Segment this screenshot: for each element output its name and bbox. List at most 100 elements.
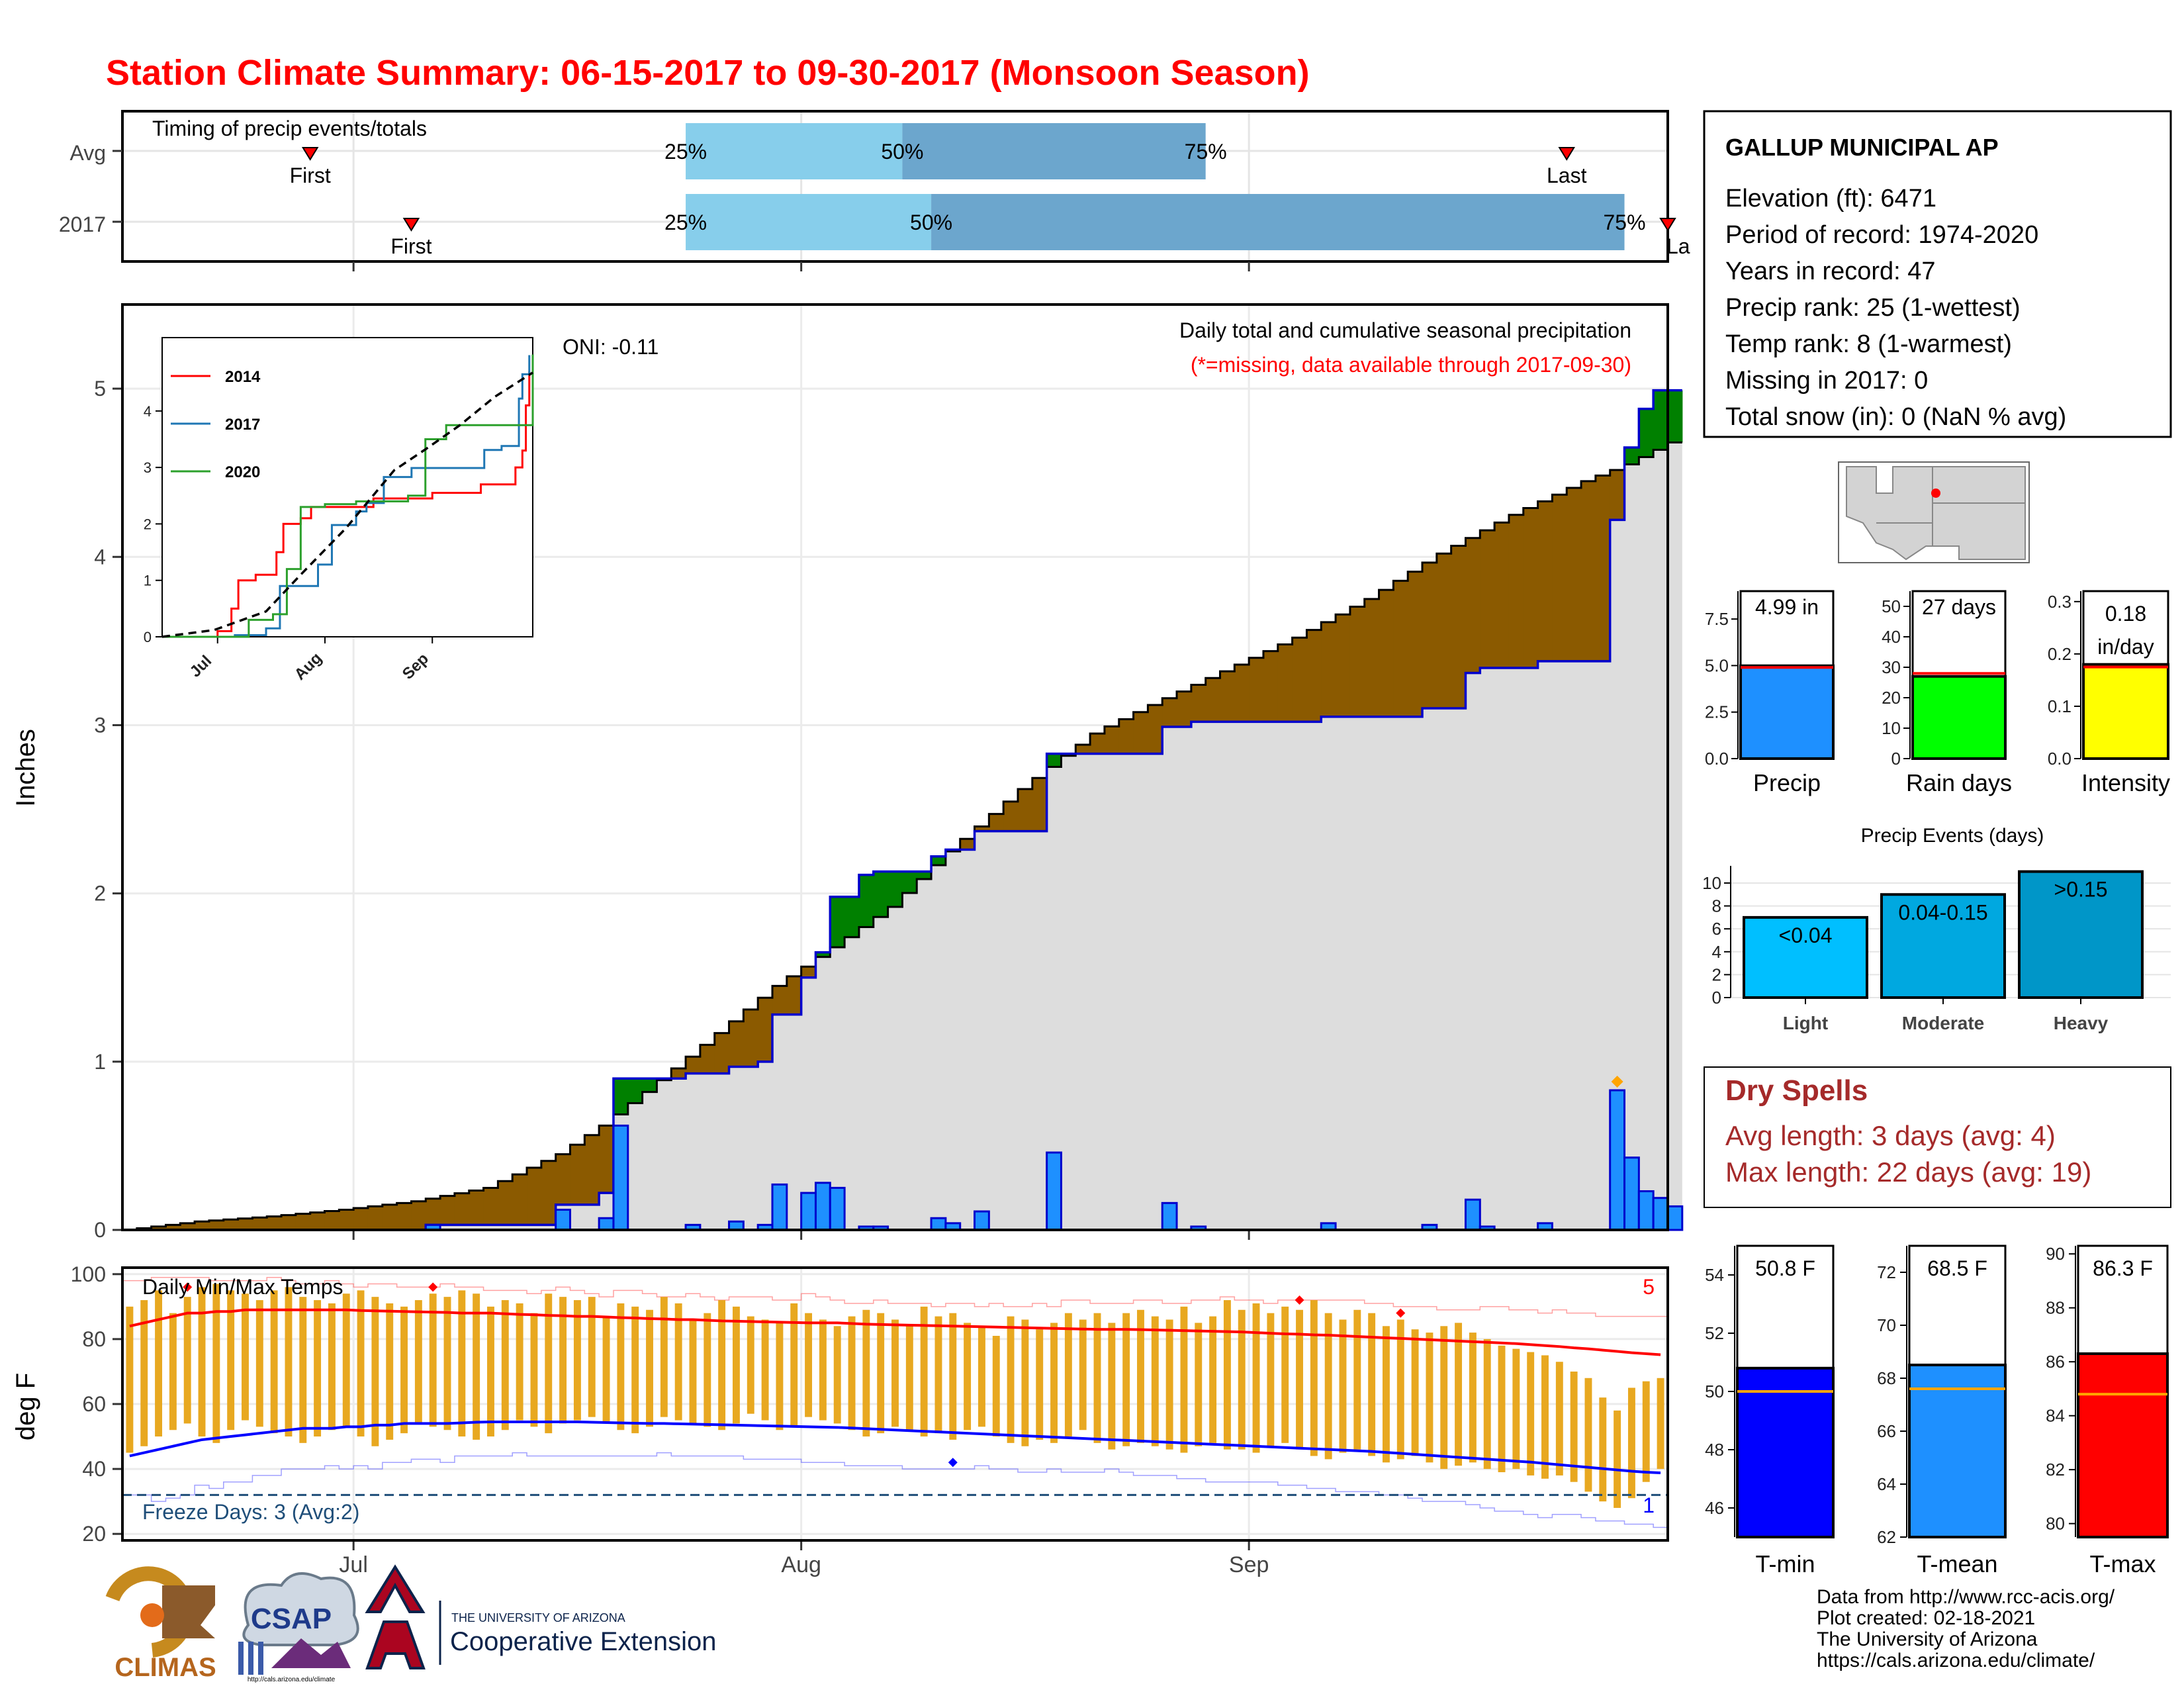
daily-temp-range-bar <box>1368 1313 1376 1456</box>
timing-title: Timing of precip events/totals <box>152 117 427 140</box>
deficit-area <box>714 1033 730 1074</box>
ua-logo: THE UNIVERSITY OF ARIZONA Cooperative Ex… <box>365 1564 716 1669</box>
daily-temp-range-bar <box>992 1336 1000 1437</box>
record-high-marker <box>183 1282 193 1292</box>
surplus-area <box>1653 390 1668 450</box>
deficit-area <box>382 1204 398 1230</box>
mini-ytick-label: 50 <box>1882 596 1901 616</box>
daily-temp-range-bar <box>833 1326 841 1424</box>
first-event-marker <box>402 218 420 232</box>
dry-spells-max: Max length: 22 days (avg: 19) <box>1725 1156 2091 1188</box>
deficit-area <box>396 1203 412 1230</box>
quartile-label-25: 25% <box>664 140 707 164</box>
quartile-bar-25-50 <box>686 123 903 179</box>
last-event-label: Last <box>1547 164 1587 187</box>
tbar-ytick-label: 86 <box>2046 1352 2065 1372</box>
surplus-area <box>844 896 860 937</box>
daily-temp-range-bar <box>588 1297 596 1417</box>
deficit-area <box>281 1215 296 1230</box>
deficit-area <box>989 814 1004 831</box>
events-ytick-label: 0 <box>1712 988 1721 1008</box>
tbar-ytick-label: 52 <box>1705 1323 1724 1343</box>
mini-value-text: 4.99 in <box>1755 595 1819 619</box>
daily-temp-range-bar <box>934 1316 942 1434</box>
tbar-ytick-label: 82 <box>2046 1460 2065 1479</box>
events-ytick-label: 6 <box>1712 919 1721 939</box>
deficit-area <box>1436 553 1452 709</box>
deficit-area <box>1508 514 1524 669</box>
first-event-marker <box>301 147 319 161</box>
last-event-marker <box>1659 218 1676 232</box>
daily-temp-range-bar <box>183 1297 191 1424</box>
daily-temp-range-bar <box>602 1316 610 1424</box>
deficit-area <box>1523 508 1539 669</box>
tbar-value-bar <box>1908 1364 2007 1538</box>
daily-temp-range-bar <box>1238 1309 1246 1450</box>
deficit-area <box>1263 651 1279 722</box>
daily-temp-range-bar <box>1584 1378 1592 1492</box>
daily-temp-range-bar <box>516 1303 523 1421</box>
avg-max-temp-line <box>129 1308 1661 1356</box>
daily-temp-range-bar <box>891 1319 899 1427</box>
mini-ytick-label: 7.5 <box>1705 609 1729 629</box>
daily-temp-range-bar <box>573 1300 581 1421</box>
deficit-area <box>772 986 788 1015</box>
temp-ytick-label: 40 <box>82 1457 106 1481</box>
daily-temp-range-bar <box>1599 1397 1607 1502</box>
tbar-value-bar <box>2077 1352 2169 1539</box>
precip-ytick-label: 1 <box>94 1050 106 1074</box>
locator-map <box>1838 461 2030 563</box>
deficit-area <box>165 1225 181 1230</box>
mini-value-bar <box>1739 664 1835 761</box>
inset-series-line <box>161 371 533 638</box>
daily-temp-range-bar <box>704 1313 711 1427</box>
daily-temp-range-bar <box>1108 1323 1116 1450</box>
csap-url: http://cals.arizona.edu/climate <box>248 1676 336 1683</box>
mini-value-bar <box>2082 663 2169 760</box>
inset-legend-label: 2020 <box>225 463 260 481</box>
daily-precip-bar <box>612 1124 629 1231</box>
dry-spells-title: Dry Spells <box>1725 1074 1868 1107</box>
deficit-area <box>1249 657 1264 722</box>
precip-header: Daily total and cumulative seasonal prec… <box>1179 318 1631 342</box>
deficit-area <box>339 1209 354 1230</box>
last-event-label: La <box>1666 234 1690 258</box>
csap-logo-text: CSAP <box>251 1603 332 1635</box>
daily-temp-range-bar <box>848 1316 856 1430</box>
deficit-area <box>801 966 817 978</box>
daily-temp-range-bar <box>487 1306 494 1437</box>
deficit-area <box>238 1218 253 1230</box>
mini-ytick-label: 10 <box>1882 718 1901 738</box>
daily-temp-range-bar <box>1642 1381 1650 1482</box>
deficit-area <box>1306 630 1322 722</box>
daily-precip-bar <box>1609 1089 1626 1231</box>
event-bar-label: 0.04-0.15 <box>1898 900 1987 924</box>
inset-ytick-label: 1 <box>144 573 152 589</box>
deficit-area <box>310 1212 326 1230</box>
record-high-count: 5 <box>1643 1275 1655 1299</box>
tbar-label: T-mean <box>1917 1550 1997 1577</box>
surplus-area <box>873 871 889 917</box>
inset-ytick-label: 3 <box>144 459 152 476</box>
daily-temp-range-bar <box>1195 1323 1203 1446</box>
record-high-marker <box>428 1282 438 1292</box>
daily-temp-range-bar <box>285 1287 293 1437</box>
deficit-area <box>1480 530 1495 669</box>
surplus-area <box>1668 390 1683 443</box>
station-location-dot <box>1931 489 1940 498</box>
season-temp-bars: 46 48 50 52 54 50.8 F T-min 62 64 66 68 70 72 68.5 F T… <box>1705 1244 2169 1577</box>
record-low-count: 1 <box>1643 1493 1655 1517</box>
daily-temp-range-bar <box>1180 1306 1188 1453</box>
daily-temp-range-bar <box>1353 1309 1361 1450</box>
inset-ytick-label: 4 <box>144 403 152 420</box>
deficit-area <box>1003 801 1019 831</box>
month-axis-label: Sep <box>1229 1552 1269 1577</box>
deficit-area <box>1292 637 1308 722</box>
info-line-period: Period of record: 1974-2020 <box>1725 221 2038 249</box>
temp-ytick-label: 20 <box>82 1522 106 1546</box>
tbar-ytick-label: 72 <box>1877 1262 1896 1282</box>
deficit-area <box>1364 598 1380 717</box>
daily-temp-range-bar <box>646 1309 653 1427</box>
deficit-area <box>353 1207 369 1230</box>
daily-temp-range-bar <box>270 1290 278 1434</box>
